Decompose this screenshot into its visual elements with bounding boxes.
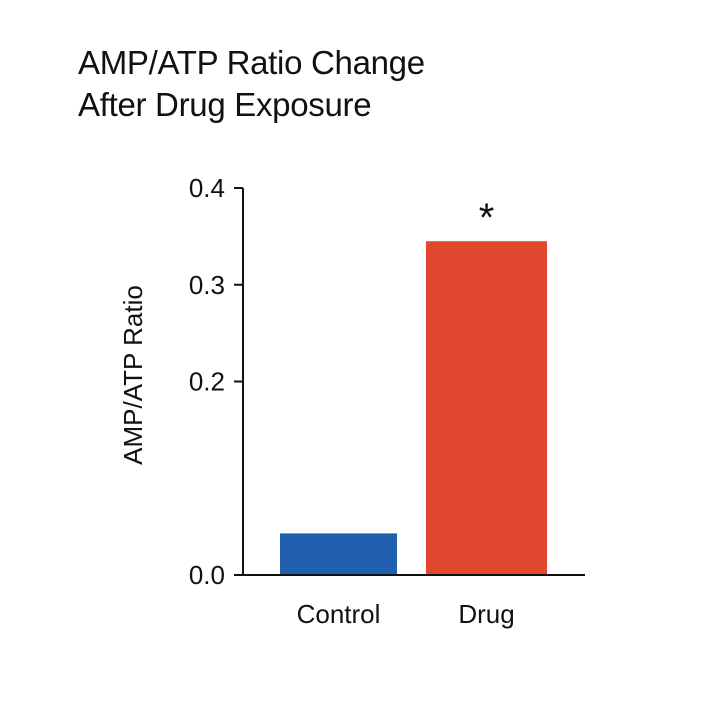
y-tick-label: 0.3 xyxy=(189,270,225,300)
x-axis-category-labels: Control Drug xyxy=(297,599,515,629)
y-tick-label: 0.2 xyxy=(189,367,225,397)
chart-title-line-2: After Drug Exposure xyxy=(78,86,372,123)
bar-drug xyxy=(426,241,547,575)
chart-title-line-1: AMP/ATP Ratio Change xyxy=(78,44,425,81)
y-tick-label: 0.4 xyxy=(189,173,225,203)
bar-control xyxy=(280,533,397,575)
category-label-control: Control xyxy=(297,599,381,629)
bars xyxy=(280,241,547,575)
chart-title: AMP/ATP Ratio Change After Drug Exposure xyxy=(78,42,638,126)
y-axis-ticks: 0.0 0.2 0.3 0.4 xyxy=(189,173,243,590)
significance-asterisk: * xyxy=(479,196,495,240)
y-tick-label: 0.0 xyxy=(189,560,225,590)
category-label-drug: Drug xyxy=(458,599,514,629)
annotations: * xyxy=(479,196,495,240)
y-axis-title: AMP/ATP Ratio xyxy=(118,285,148,465)
